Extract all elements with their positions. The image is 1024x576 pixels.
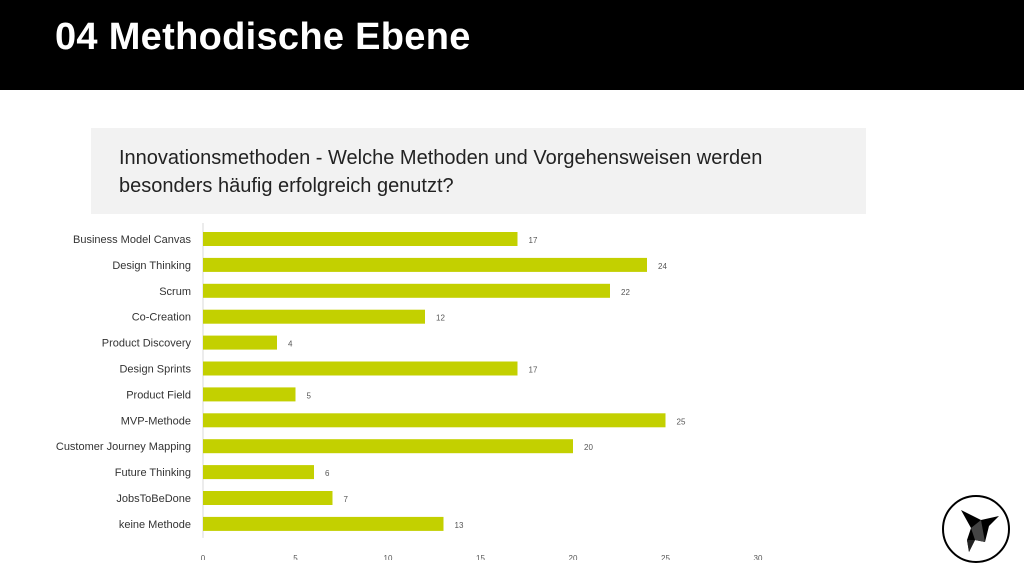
bird-logo-icon xyxy=(942,495,1010,563)
category-label: Customer Journey Mapping xyxy=(56,441,191,453)
question-text: Innovationsmethoden - Welche Methoden un… xyxy=(119,147,763,197)
x-tick-label: 0 xyxy=(201,554,206,560)
x-tick-label: 20 xyxy=(569,554,578,560)
bar xyxy=(203,491,333,505)
category-label: JobsToBeDone xyxy=(116,493,191,505)
category-label: Design Sprints xyxy=(119,364,191,376)
category-label: Business Model Canvas xyxy=(73,234,192,246)
bar xyxy=(203,516,444,531)
page-title: 04 Methodische Ebene xyxy=(55,16,471,58)
category-label: keine Methode xyxy=(119,519,191,531)
data-label: 20 xyxy=(584,443,593,452)
category-label: Future Thinking xyxy=(115,467,191,479)
category-label: MVP-Methode xyxy=(121,415,191,427)
bar xyxy=(203,257,647,272)
category-label: Scrum xyxy=(159,286,191,298)
bar xyxy=(203,465,314,480)
bar xyxy=(203,413,666,428)
question-box: Innovationsmethoden - Welche Methoden un… xyxy=(91,128,866,214)
category-label: Product Discovery xyxy=(102,338,192,350)
bar xyxy=(203,232,518,246)
data-label: 25 xyxy=(677,417,686,426)
bar xyxy=(203,283,610,298)
header-bar: 04 Methodische Ebene xyxy=(0,0,1024,90)
data-label: 4 xyxy=(288,340,293,349)
x-tick-label: 15 xyxy=(476,554,485,560)
data-label: 6 xyxy=(325,469,330,478)
bar-chart: Business Model Canvas 17 Design Thinking 24… xyxy=(56,223,763,560)
category-label: Design Thinking xyxy=(112,260,191,272)
data-label: 5 xyxy=(307,391,312,400)
bar xyxy=(203,335,277,350)
bar xyxy=(203,361,518,376)
data-label: 24 xyxy=(658,262,667,271)
x-tick-label: 5 xyxy=(293,554,298,560)
bar xyxy=(203,387,296,402)
category-label: Product Field xyxy=(126,389,191,401)
data-label: 17 xyxy=(529,366,538,375)
x-tick-label: 10 xyxy=(384,554,393,560)
bar xyxy=(203,439,573,454)
data-label: 12 xyxy=(436,314,445,323)
bar xyxy=(203,309,425,324)
data-label: 7 xyxy=(344,495,349,504)
data-label: 22 xyxy=(621,288,630,297)
data-label: 17 xyxy=(529,236,538,245)
x-tick-label: 25 xyxy=(661,554,670,560)
x-tick-label: 30 xyxy=(754,554,763,560)
category-label: Co-Creation xyxy=(132,312,191,324)
data-label: 13 xyxy=(455,521,464,530)
